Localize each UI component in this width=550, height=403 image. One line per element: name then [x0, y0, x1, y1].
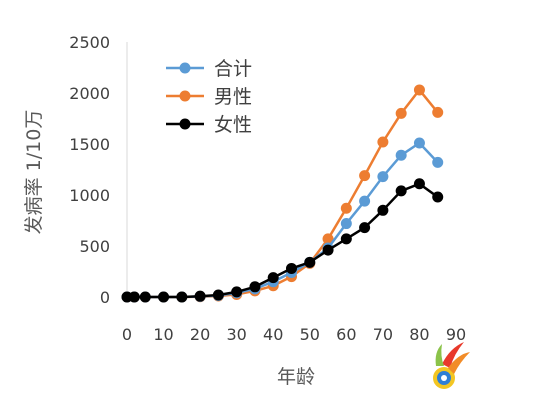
- x-tick-label: 0: [122, 325, 132, 344]
- data-point: [340, 202, 352, 214]
- data-point: [413, 84, 425, 96]
- x-tick-label: 90: [446, 325, 466, 344]
- x-tick-label: 10: [153, 325, 173, 344]
- y-tick-label: 1500: [69, 135, 110, 154]
- data-point: [377, 136, 389, 148]
- data-point: [304, 256, 316, 268]
- data-point: [322, 233, 334, 245]
- data-point: [128, 291, 140, 303]
- colorful-logo-icon: [433, 342, 470, 389]
- data-point: [377, 204, 389, 216]
- x-tick-labels: 0 10 20 30 40 50 60 70 80 90: [122, 325, 466, 344]
- data-point: [359, 222, 371, 234]
- data-point: [395, 107, 407, 119]
- data-point: [432, 191, 444, 203]
- legend-marker: [179, 118, 191, 130]
- series-1: [121, 84, 444, 303]
- series-2: [121, 178, 444, 303]
- data-point: [395, 185, 407, 197]
- x-tick-label: 50: [300, 325, 320, 344]
- y-tick-labels: 0 500 1000 1500 2000 2500: [69, 33, 110, 307]
- y-tick-label: 1000: [69, 186, 110, 205]
- legend-item: 合计: [166, 58, 252, 80]
- legend-label: 女性: [214, 114, 252, 136]
- legend-item: 女性: [166, 114, 252, 136]
- x-tick-label: 70: [373, 325, 393, 344]
- y-tick-label: 2000: [69, 84, 110, 103]
- x-tick-label: 40: [263, 325, 283, 344]
- legend-label: 男性: [214, 86, 252, 108]
- series-0: [121, 137, 444, 303]
- y-tick-label: 500: [79, 237, 110, 256]
- data-point: [322, 244, 334, 256]
- data-point: [395, 149, 407, 161]
- data-point: [158, 291, 170, 303]
- data-point: [286, 262, 297, 274]
- legend-marker: [179, 62, 191, 74]
- data-point: [432, 156, 444, 168]
- x-tick-label: 30: [226, 325, 246, 344]
- data-point: [413, 178, 425, 190]
- data-point: [267, 272, 279, 284]
- legend-marker: [179, 90, 191, 102]
- x-tick-label: 80: [409, 325, 429, 344]
- legend-label: 合计: [214, 58, 252, 80]
- data-point: [212, 289, 224, 301]
- x-tick-label: 60: [336, 325, 356, 344]
- data-point: [340, 218, 352, 230]
- x-tick-label: 20: [190, 325, 210, 344]
- data-point: [231, 286, 243, 298]
- y-axis-title: 发病率 1/10万: [23, 110, 45, 235]
- series-line: [127, 87, 439, 299]
- data-point: [359, 170, 371, 182]
- data-point: [249, 281, 261, 293]
- data-point: [359, 195, 371, 207]
- x-axis-title: 年龄: [277, 366, 315, 388]
- y-tick-label: 0: [100, 288, 110, 307]
- data-point: [340, 233, 352, 245]
- data-point: [377, 171, 389, 183]
- legend-item: 男性: [166, 86, 252, 108]
- data-point: [413, 137, 425, 149]
- data-point: [432, 106, 444, 118]
- data-point: [176, 291, 188, 303]
- series-layer: [121, 84, 444, 303]
- y-tick-label: 2500: [69, 33, 110, 52]
- data-point: [139, 291, 151, 303]
- data-point: [194, 290, 206, 302]
